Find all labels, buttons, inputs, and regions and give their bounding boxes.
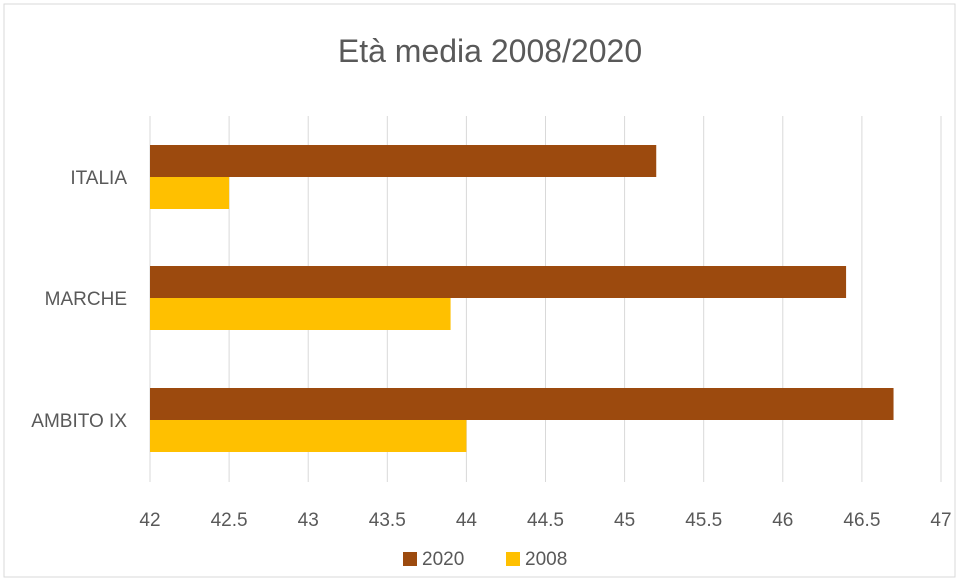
bar-2020-italia (150, 145, 657, 177)
legend-swatch-2008 (506, 552, 520, 566)
x-tick-label: 46 (772, 510, 793, 531)
chart-title: Età media 2008/2020 (338, 33, 642, 69)
x-tick-label: 44 (456, 510, 478, 531)
x-tick-label: 45 (614, 510, 635, 531)
bar-2008-italia (150, 177, 230, 209)
bars (150, 145, 894, 452)
legend-label: 2020 (422, 549, 464, 570)
bar-2020-marche (150, 266, 847, 298)
x-tick-labels: 42 42.5 43 43.5 44 44.5 45 45.5 46 46.5 47 (139, 510, 951, 531)
legend: 2020 2008 (403, 549, 567, 570)
category-labels: ITALIA MARCHE AMBITO IX (31, 168, 127, 432)
x-tick-label: 43 (298, 510, 319, 531)
x-tick-label: 42 (139, 510, 160, 531)
legend-swatch-2020 (403, 552, 417, 566)
category-label: AMBITO IX (31, 411, 127, 432)
category-label: ITALIA (70, 168, 127, 189)
bar-2020-ambito-ix (150, 388, 894, 420)
legend-label: 2008 (525, 549, 567, 570)
x-tick-label: 42.5 (211, 510, 248, 531)
x-tick-label: 44.5 (527, 510, 564, 531)
x-tick-label: 45.5 (685, 510, 722, 531)
category-label: MARCHE (45, 289, 127, 310)
bar-2008-ambito-ix (150, 420, 467, 452)
bar-2008-marche (150, 298, 451, 330)
x-tick-label: 43.5 (369, 510, 406, 531)
x-tick-label: 46.5 (843, 510, 880, 531)
x-tick-label: 47 (930, 510, 951, 531)
